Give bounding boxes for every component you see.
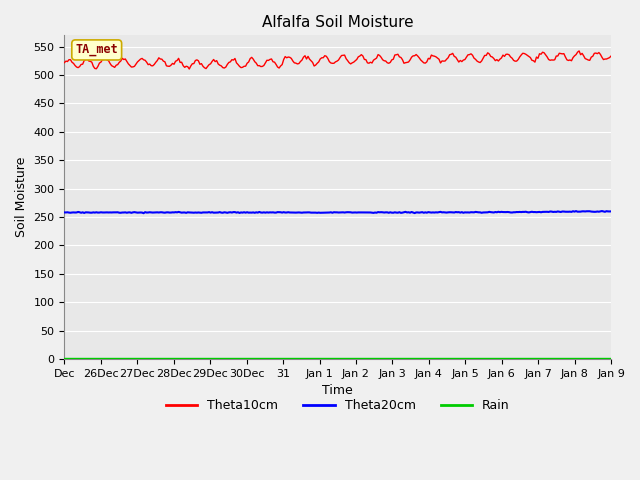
Text: TA_met: TA_met bbox=[76, 44, 118, 57]
Y-axis label: Soil Moisture: Soil Moisture bbox=[15, 157, 28, 237]
X-axis label: Time: Time bbox=[323, 384, 353, 397]
Title: Alfalfa Soil Moisture: Alfalfa Soil Moisture bbox=[262, 15, 413, 30]
Legend: Theta10cm, Theta20cm, Rain: Theta10cm, Theta20cm, Rain bbox=[161, 395, 515, 418]
